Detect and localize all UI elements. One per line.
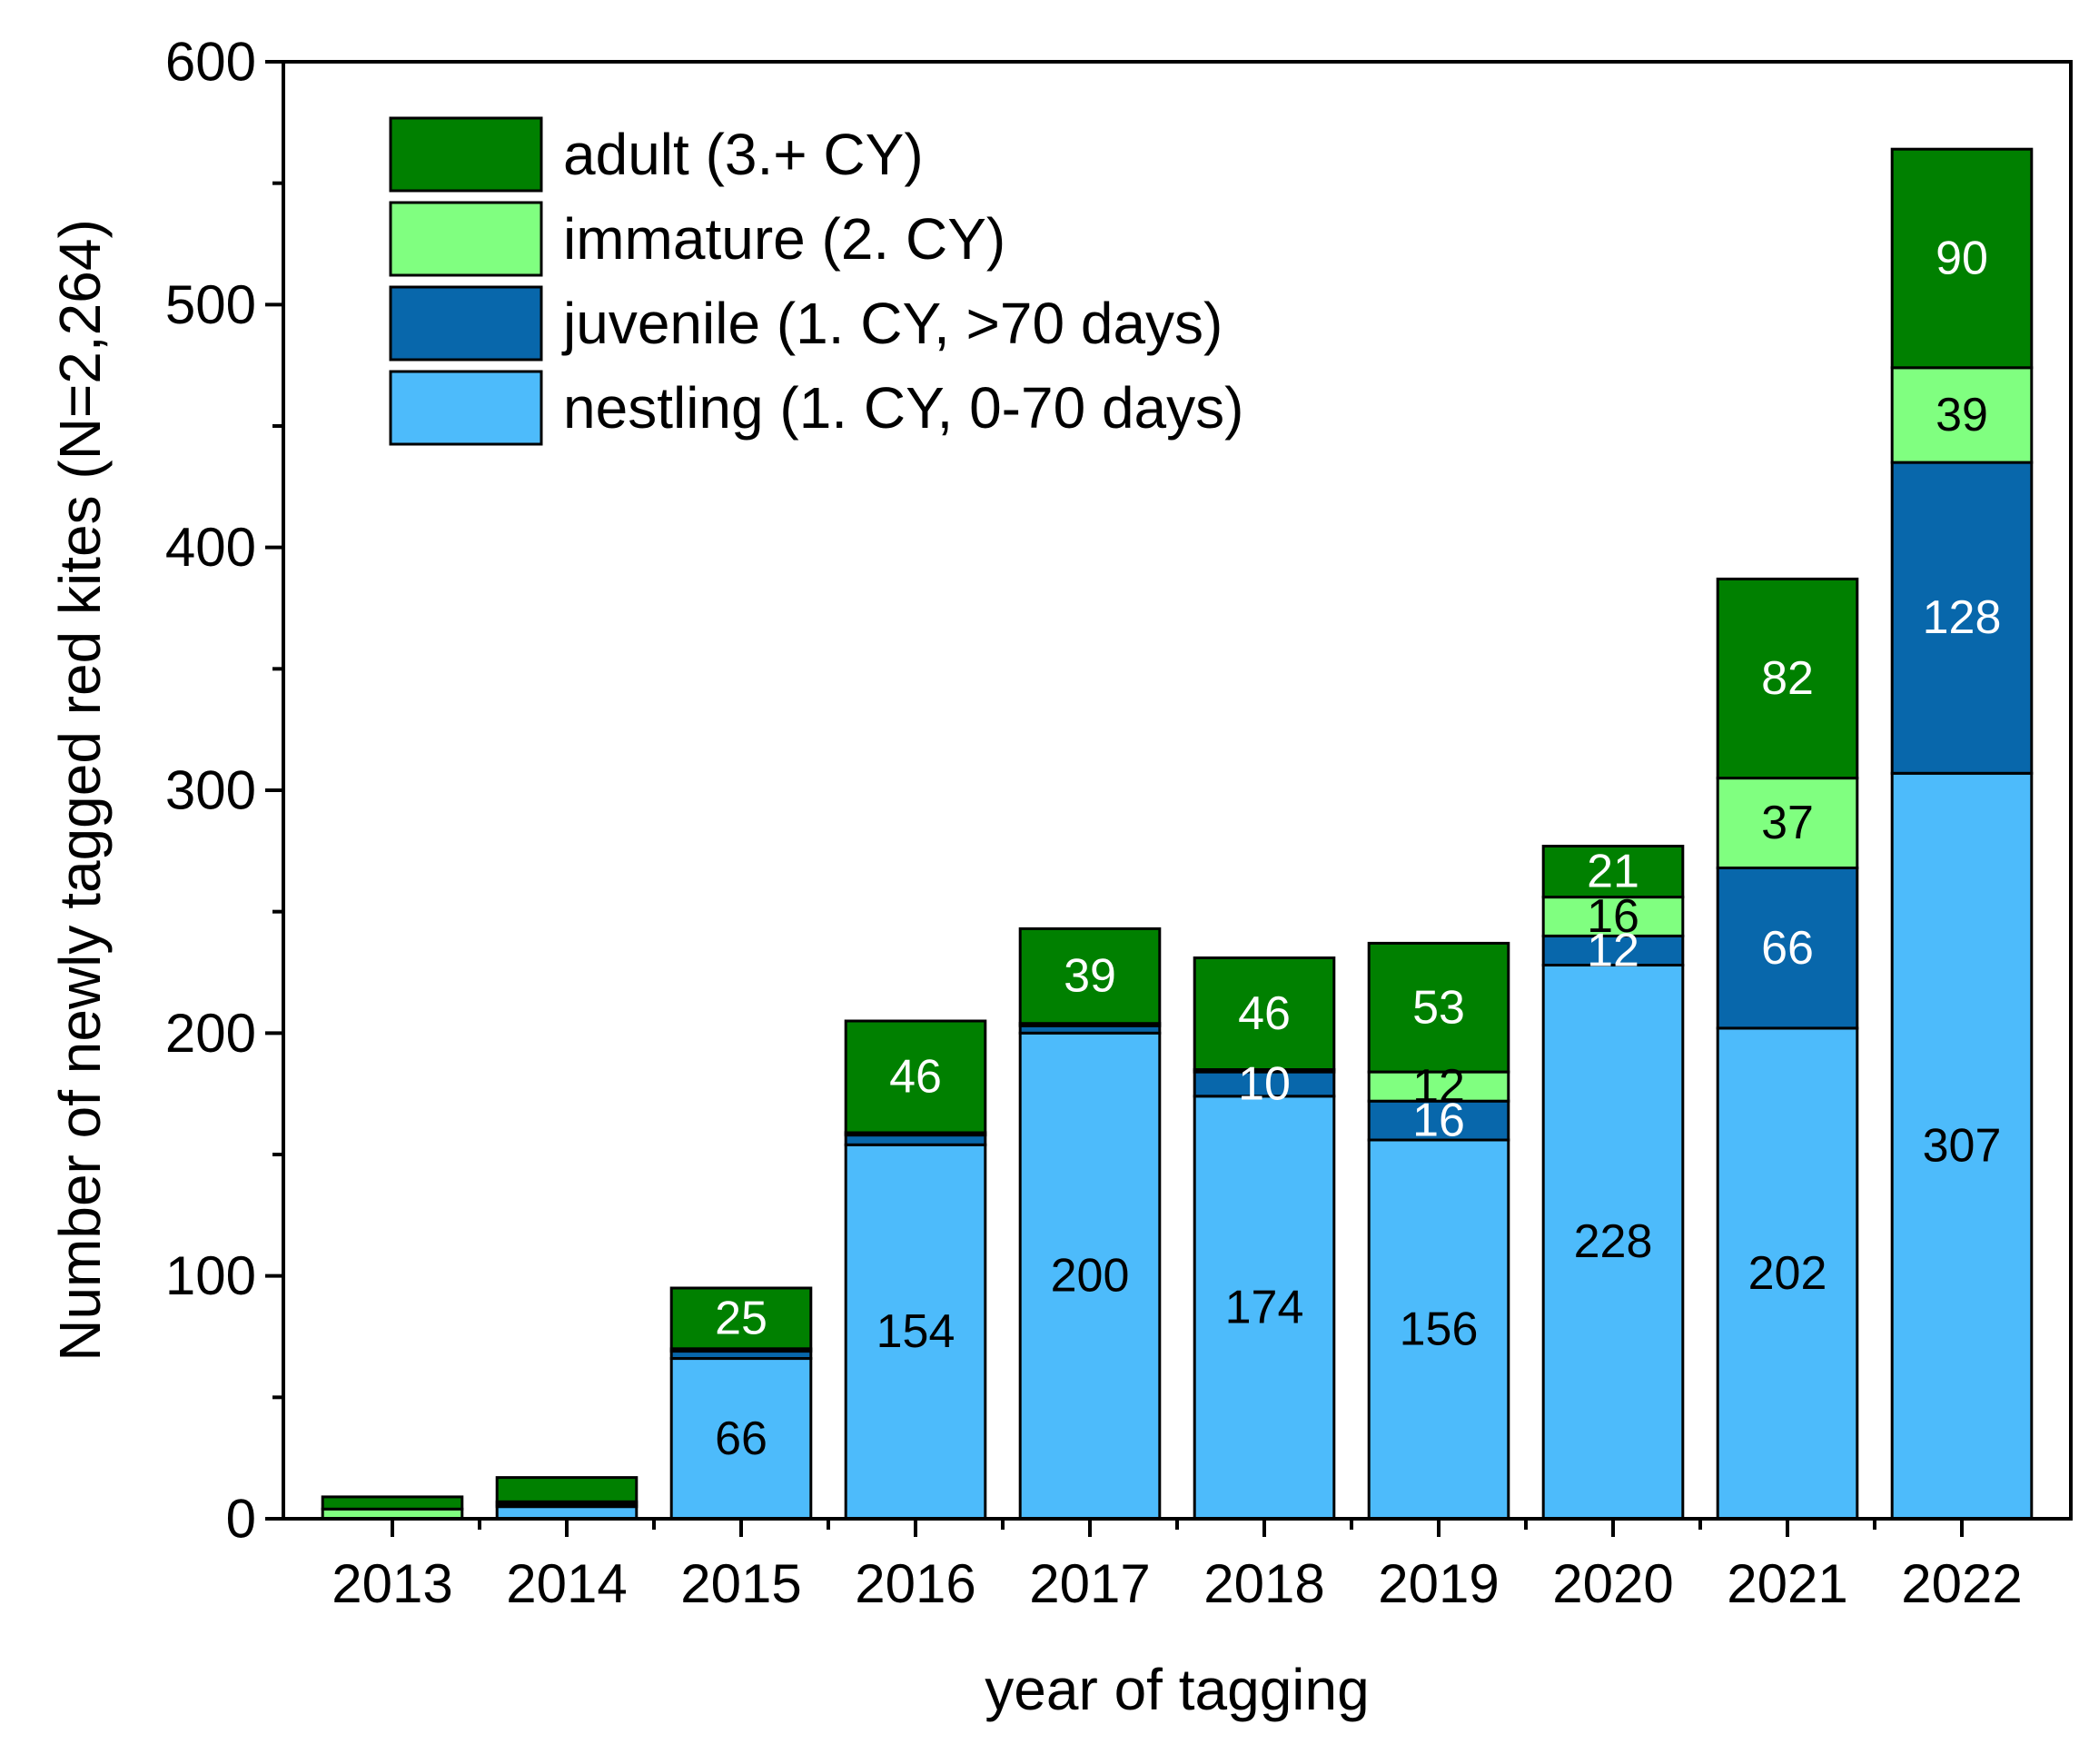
data-label-2016-s3: 46 (889, 1051, 942, 1104)
y-axis-title: Number of newly tagged red kites (N=2,26… (47, 219, 113, 1362)
bar-segment-2015-s3 (669, 1286, 813, 1351)
legend-label: adult (3.+ CY) (563, 122, 924, 187)
axes-layer: 0 100 200 300 400 500 600 2013 2014 2015 2016 2017 2… (165, 32, 2073, 1614)
data-label-2022-s1: 128 (1923, 591, 2002, 644)
data-label-2022-s2: 39 (1936, 389, 1988, 441)
x-axis-title: year of tagging (985, 1657, 1369, 1722)
legend-swatch (389, 201, 543, 277)
bar-segment-2013-s3 (321, 1495, 464, 1511)
y-tick-label: 400 (165, 517, 256, 578)
bar-segment-2018-s0 (1193, 1095, 1336, 1521)
x-tick-label: 2019 (1378, 1553, 1499, 1614)
bar-segment-2021-s2 (1716, 777, 1859, 869)
bar-segment-2020-s2 (1541, 896, 1685, 937)
bar-segment-2019-s3 (1367, 941, 1510, 1074)
bar-segment-2022-s3 (1890, 147, 2034, 370)
bar-segment-2022-s0 (1890, 771, 2034, 1521)
x-tick-label: 2015 (680, 1553, 801, 1614)
x-tick-label: 2021 (1727, 1553, 1847, 1614)
bar-segment-2017-s3 (1018, 927, 1162, 1026)
bar-segment-2016-s0 (844, 1143, 987, 1521)
data-label-2021-s0: 202 (1748, 1247, 1827, 1300)
data-label-2020-s3: 21 (1587, 846, 1639, 898)
data-label-2021-s1: 66 (1761, 922, 1814, 975)
data-label-2022-s3: 90 (1936, 233, 1988, 285)
data-label-2019-s1: 16 (1412, 1095, 1465, 1147)
bar-segment-2017-s0 (1018, 1031, 1162, 1521)
bar-segment-2022-s1 (1890, 461, 2034, 775)
bars-layer (321, 147, 2034, 1521)
x-tick-label: 2018 (1203, 1553, 1324, 1614)
bar-segment-2015-s0 (669, 1357, 813, 1521)
data-label-2021-s3: 82 (1761, 652, 1814, 705)
data-label-2016-s0: 154 (876, 1305, 955, 1358)
x-tick-label: 2013 (332, 1553, 452, 1614)
legend-swatch (389, 116, 543, 193)
x-tick-label: 2022 (1901, 1553, 2022, 1614)
data-label-2017-s0: 200 (1051, 1250, 1130, 1303)
bar-segment-2020-s3 (1541, 845, 1685, 899)
y-tick-label: 600 (165, 32, 256, 93)
data-label-2020-s0: 228 (1574, 1215, 1653, 1268)
legend-swatch (389, 370, 543, 446)
legend-label: juvenile (1. CY, >70 days) (561, 291, 1223, 356)
bar-segment-2018-s3 (1193, 956, 1336, 1071)
x-tick-label: 2020 (1552, 1553, 1673, 1614)
legend-swatch (389, 285, 543, 362)
data-label-2018-s0: 174 (1225, 1281, 1304, 1333)
data-label-2022-s0: 307 (1923, 1120, 2002, 1173)
bar-segment-2019-s2 (1367, 1070, 1510, 1103)
legend-label: immature (2. CY) (563, 206, 1005, 272)
data-label-2018-s1: 10 (1238, 1058, 1291, 1111)
data-label-2021-s2: 37 (1761, 797, 1814, 849)
bar-segment-2020-s1 (1541, 934, 1685, 967)
bar-segment-2014-s3 (495, 1476, 639, 1503)
bar-segment-2016-s1 (844, 1134, 987, 1146)
bar-segment-2014-s0 (495, 1505, 639, 1521)
legend: adult (3.+ CY) immature (2. CY) juvenile (… (389, 116, 1243, 446)
x-tick-label: 2016 (855, 1553, 975, 1614)
bar-segment-2019-s1 (1367, 1099, 1510, 1142)
y-tick-label: 100 (165, 1245, 256, 1306)
data-label-2019-s0: 156 (1400, 1303, 1479, 1356)
bar-segment-2021-s3 (1716, 577, 1859, 780)
data-label-2019-s3: 53 (1412, 981, 1465, 1034)
y-tick-label: 500 (165, 274, 256, 335)
data-label-2015-s3: 25 (715, 1293, 767, 1345)
data-label-2019-s2: 12 (1412, 1060, 1465, 1113)
x-tick-label: 2017 (1029, 1553, 1150, 1614)
data-label-2020-s1: 12 (1587, 924, 1639, 976)
data-label-2015-s0: 66 (715, 1412, 767, 1465)
y-tick-label: 300 (165, 760, 256, 821)
y-tick-label: 0 (226, 1489, 256, 1550)
legend-label: nestling (1. CY, 0-70 days) (563, 375, 1243, 441)
x-tick-label: 2014 (506, 1553, 627, 1614)
y-tick-label: 200 (165, 1003, 256, 1064)
bar-segment-2022-s2 (1890, 366, 2034, 464)
data-label-2018-s3: 46 (1238, 987, 1291, 1040)
data-label-2020-s2: 16 (1587, 890, 1639, 943)
data-label-2017-s3: 39 (1064, 950, 1116, 1003)
bar-segment-2016-s3 (844, 1019, 987, 1135)
